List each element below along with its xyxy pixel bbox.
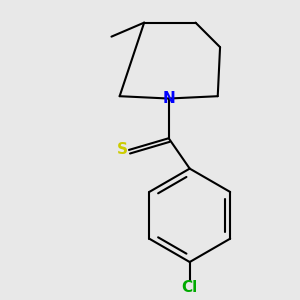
Text: Cl: Cl	[182, 280, 198, 295]
Text: N: N	[162, 91, 175, 106]
Text: S: S	[116, 142, 128, 158]
